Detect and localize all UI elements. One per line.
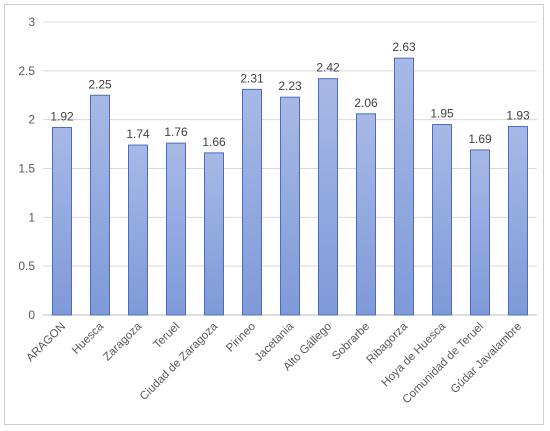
data-labels: 1.92 2.25 1.74 1.76 1.66 2.31 2.23 2.42 2.06 2.63… xyxy=(50,40,530,149)
y-axis-tick-labels: 0 0.5 1 1.5 2 2.5 3 xyxy=(18,15,35,322)
bars xyxy=(52,57,528,316)
y-tick-label: 1.5 xyxy=(18,162,35,176)
bar xyxy=(432,124,452,316)
data-label: 1.66 xyxy=(202,135,226,149)
bar xyxy=(128,144,148,316)
data-label: 2.06 xyxy=(354,96,378,110)
data-label: 1.93 xyxy=(506,109,530,123)
bar-chart: 0 0.5 1 1.5 2 2.5 3 1.92 2.25 1.74 1.76 1.66 2.31 2.… xyxy=(18,15,537,406)
category-label: Huesca xyxy=(70,320,106,356)
bar xyxy=(394,57,414,316)
data-label: 1.76 xyxy=(164,125,188,139)
y-tick-label: 1 xyxy=(28,210,35,224)
bar xyxy=(242,88,262,316)
data-label: 1.95 xyxy=(430,107,454,121)
chart-frame: 0 0.5 1 1.5 2 2.5 3 1.92 2.25 1.74 1.76 1.66 2.31 2.… xyxy=(4,4,544,425)
y-tick-label: 0.5 xyxy=(18,259,35,273)
data-label: 2.25 xyxy=(88,77,112,91)
data-label: 2.42 xyxy=(316,61,340,75)
data-label: 2.31 xyxy=(240,71,264,85)
bar xyxy=(52,126,72,316)
data-label: 2.63 xyxy=(392,40,416,54)
bar xyxy=(90,94,110,316)
category-label: Pirineo xyxy=(224,321,258,355)
bar xyxy=(280,96,300,316)
bar xyxy=(356,113,376,316)
data-label: 1.92 xyxy=(50,109,74,123)
bar xyxy=(204,152,224,316)
bar xyxy=(470,149,490,316)
y-tick-label: 0 xyxy=(28,308,35,322)
category-label: Hoya de Huesca xyxy=(380,320,449,389)
y-tick-label: 2 xyxy=(28,113,35,127)
bar xyxy=(166,142,186,316)
data-label: 1.74 xyxy=(126,127,150,141)
data-label: 1.69 xyxy=(468,132,492,146)
category-label: Teruel xyxy=(151,321,182,352)
category-label: Gúdar Javalambre xyxy=(449,321,524,396)
category-label: Zaragoza xyxy=(101,320,144,363)
y-tick-label: 2.5 xyxy=(18,64,35,78)
y-tick-label: 3 xyxy=(28,15,35,29)
category-label: ARAGON xyxy=(24,321,68,365)
category-label: Ciudad de Zaragoza xyxy=(138,320,221,403)
bar xyxy=(508,126,528,316)
bar xyxy=(318,78,338,316)
data-label: 2.23 xyxy=(278,79,302,93)
